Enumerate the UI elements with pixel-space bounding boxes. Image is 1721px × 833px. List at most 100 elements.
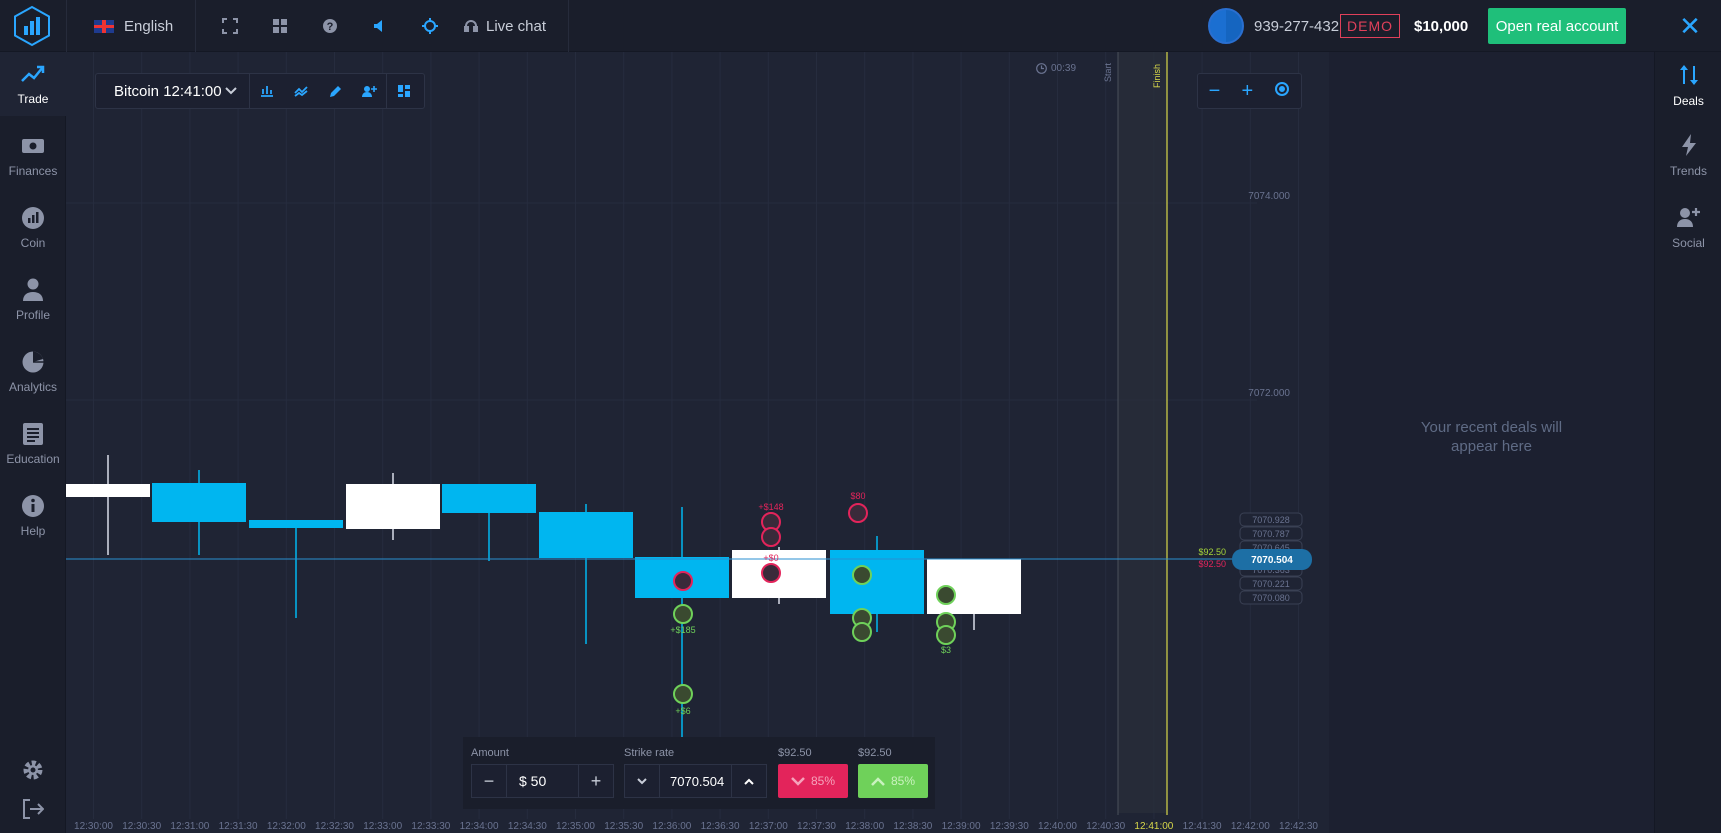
nav-profile[interactable]: Profile bbox=[0, 268, 66, 332]
logo-icon[interactable] bbox=[10, 4, 54, 48]
nav-social[interactable]: Social bbox=[1655, 194, 1721, 262]
nav-help[interactable]: Help bbox=[0, 484, 66, 548]
sound-icon[interactable] bbox=[370, 16, 390, 36]
trade-amount-label: +$148 bbox=[758, 502, 783, 512]
indicators-icon[interactable] bbox=[284, 74, 318, 108]
pie-chart-icon bbox=[21, 350, 45, 374]
nav-label: Help bbox=[20, 524, 46, 538]
language-selector[interactable]: English bbox=[94, 0, 173, 52]
time-tick-label: 12:36:30 bbox=[701, 821, 740, 832]
nav-analytics[interactable]: Analytics bbox=[0, 340, 66, 404]
logout-icon[interactable] bbox=[20, 796, 46, 822]
time-tick-label: 12:37:00 bbox=[749, 821, 788, 832]
side-price: 7070.928 bbox=[1252, 515, 1290, 525]
nav-coin[interactable]: Coin bbox=[0, 196, 66, 260]
amount-increase-button[interactable]: + bbox=[590, 770, 602, 791]
account-mode-badge[interactable]: DEMO bbox=[1340, 14, 1400, 38]
side-price-box bbox=[1239, 526, 1303, 541]
amount-stepper: − $ 50 + bbox=[471, 764, 614, 798]
time-tick-label: 12:40:30 bbox=[1086, 821, 1125, 832]
amount-input[interactable]: $ 50 bbox=[506, 765, 579, 797]
nav-education[interactable]: Education bbox=[0, 412, 66, 476]
trade-profit-label: +$6 bbox=[675, 706, 690, 716]
price-chart[interactable]: 12:30:00 12:30:30 12:31:00 12:31:30 12:32:00… bbox=[66, 52, 1329, 833]
candle-body bbox=[152, 483, 246, 522]
help-circle-icon[interactable]: ? bbox=[320, 16, 340, 36]
side-price: 7070.787 bbox=[1252, 529, 1290, 539]
chevron-down-icon bbox=[225, 87, 237, 95]
strike-decrease-button[interactable] bbox=[625, 765, 659, 797]
time-tick-label: 12:38:30 bbox=[893, 821, 932, 832]
put-percent: 85% bbox=[810, 774, 836, 788]
widgets-icon[interactable] bbox=[386, 74, 420, 108]
right-sidebar: Deals Trends Social bbox=[1654, 52, 1721, 833]
add-trader-icon[interactable] bbox=[352, 74, 386, 108]
payout-up-label: $92.50 bbox=[1198, 547, 1226, 557]
time-tick-label: 12:35:30 bbox=[604, 821, 643, 832]
payout-down-label: $92.50 bbox=[1198, 559, 1226, 569]
nav-trends[interactable]: Trends bbox=[1655, 122, 1721, 190]
candle-body bbox=[66, 484, 150, 497]
trend-up-icon bbox=[21, 62, 45, 86]
layout-grid-icon[interactable] bbox=[270, 16, 290, 36]
time-tick-label: 12:30:30 bbox=[122, 821, 161, 832]
time-tick-label: 12:33:00 bbox=[363, 821, 402, 832]
trade-profit-label: +$185 bbox=[670, 625, 695, 635]
amount-label: Amount bbox=[471, 747, 509, 759]
zoom-in-button[interactable]: + bbox=[1241, 79, 1254, 102]
side-price-box bbox=[1239, 590, 1303, 605]
put-button[interactable]: 85% bbox=[778, 764, 848, 798]
open-real-account-button[interactable]: Open real account bbox=[1488, 8, 1626, 44]
nav-label: Education bbox=[6, 452, 60, 466]
strike-input[interactable]: 7070.504 bbox=[659, 765, 732, 797]
candle-body bbox=[539, 512, 633, 558]
time-tick-label: 12:40:00 bbox=[1038, 821, 1077, 832]
deals-empty-line: Your recent deals will bbox=[1420, 419, 1563, 436]
fullscreen-icon[interactable] bbox=[220, 16, 240, 36]
amount-decrease-button[interactable]: − bbox=[483, 770, 495, 791]
expiry-zone bbox=[1118, 52, 1167, 813]
draw-pencil-icon[interactable] bbox=[318, 74, 352, 108]
nav-label: Coin bbox=[20, 236, 46, 250]
nav-finances[interactable]: Finances bbox=[0, 124, 66, 188]
crosshair-icon[interactable] bbox=[420, 16, 440, 36]
nav-label: Deals bbox=[1673, 94, 1704, 108]
zoom-controls: − + bbox=[1197, 73, 1302, 109]
call-button[interactable]: 85% bbox=[858, 764, 928, 798]
chart-type-icon[interactable] bbox=[250, 74, 284, 108]
strike-increase-button[interactable] bbox=[732, 765, 766, 797]
language-label: English bbox=[124, 17, 174, 35]
live-chat-label: Live chat bbox=[486, 17, 547, 35]
trade-panel: Amount − $ 50 + Strike rate 7070.504 $92… bbox=[463, 737, 935, 809]
asset-selector[interactable]: Bitcoin 12:41:00 bbox=[96, 74, 250, 108]
settings-gear-icon[interactable] bbox=[20, 757, 46, 783]
candle-body bbox=[249, 520, 343, 528]
time-tick-label: 12:34:30 bbox=[508, 821, 547, 832]
side-price: 7070.221 bbox=[1252, 579, 1290, 589]
chevron-up-icon bbox=[871, 776, 885, 786]
lightning-icon bbox=[1681, 134, 1696, 156]
close-icon[interactable]: ✕ bbox=[1679, 10, 1701, 41]
time-tick-label: 12:32:00 bbox=[267, 821, 306, 832]
trade-profit-label: $3 bbox=[941, 645, 951, 655]
zoom-out-button[interactable]: − bbox=[1208, 79, 1221, 102]
time-tick-label: 12:30:00 bbox=[74, 821, 113, 832]
time-tick-label: 12:42:00 bbox=[1231, 821, 1270, 832]
time-tick-label: 12:41:00 bbox=[1134, 821, 1173, 832]
timer-value: 00:39 bbox=[1051, 63, 1077, 74]
nav-deals[interactable]: Deals bbox=[1655, 52, 1721, 120]
trade-amount-label: +$0 bbox=[763, 553, 778, 563]
time-tick-label: 12:33:30 bbox=[411, 821, 450, 832]
live-chat-button[interactable]: Live chat bbox=[464, 0, 546, 52]
time-tick-label: 12:42:30 bbox=[1279, 821, 1318, 832]
target-icon[interactable] bbox=[1274, 80, 1290, 103]
account-avatar[interactable] bbox=[1208, 8, 1244, 44]
nav-label: Social bbox=[1672, 236, 1705, 250]
start-label: Start bbox=[1103, 62, 1113, 82]
nav-trade[interactable]: Trade bbox=[0, 52, 66, 116]
call-percent: 85% bbox=[890, 774, 916, 788]
document-icon bbox=[21, 422, 45, 446]
side-price-box bbox=[1239, 576, 1303, 591]
trader-avatar-green bbox=[852, 565, 872, 585]
chart-toolbar: Bitcoin 12:41:00 bbox=[95, 73, 425, 109]
